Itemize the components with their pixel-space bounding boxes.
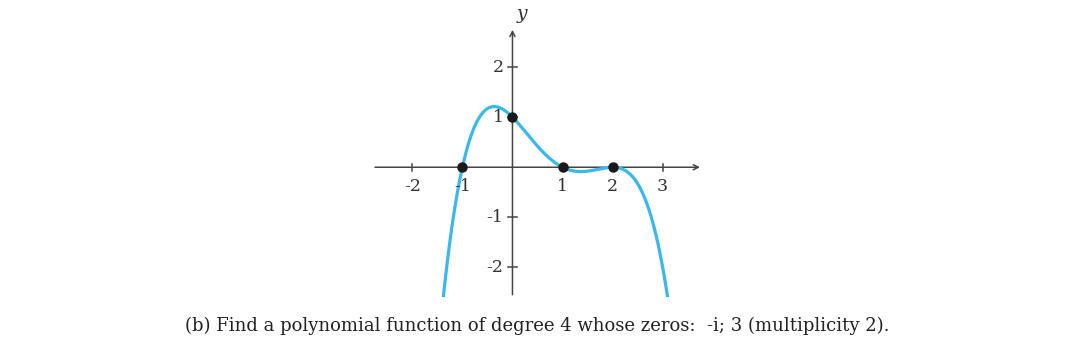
Text: (b) Find a polynomial function of degree 4 whose zeros:  -i; 3 (multiplicity 2).: (b) Find a polynomial function of degree… [185,316,890,335]
Text: -2: -2 [487,259,503,276]
Text: -1: -1 [487,209,503,226]
Text: 1: 1 [557,178,568,195]
Text: 3: 3 [657,178,669,195]
Text: 2: 2 [492,58,503,76]
Text: y: y [516,5,527,23]
Text: 2: 2 [607,178,618,195]
Text: -2: -2 [404,178,420,195]
Text: 1: 1 [492,109,503,126]
Text: -1: -1 [454,178,471,195]
